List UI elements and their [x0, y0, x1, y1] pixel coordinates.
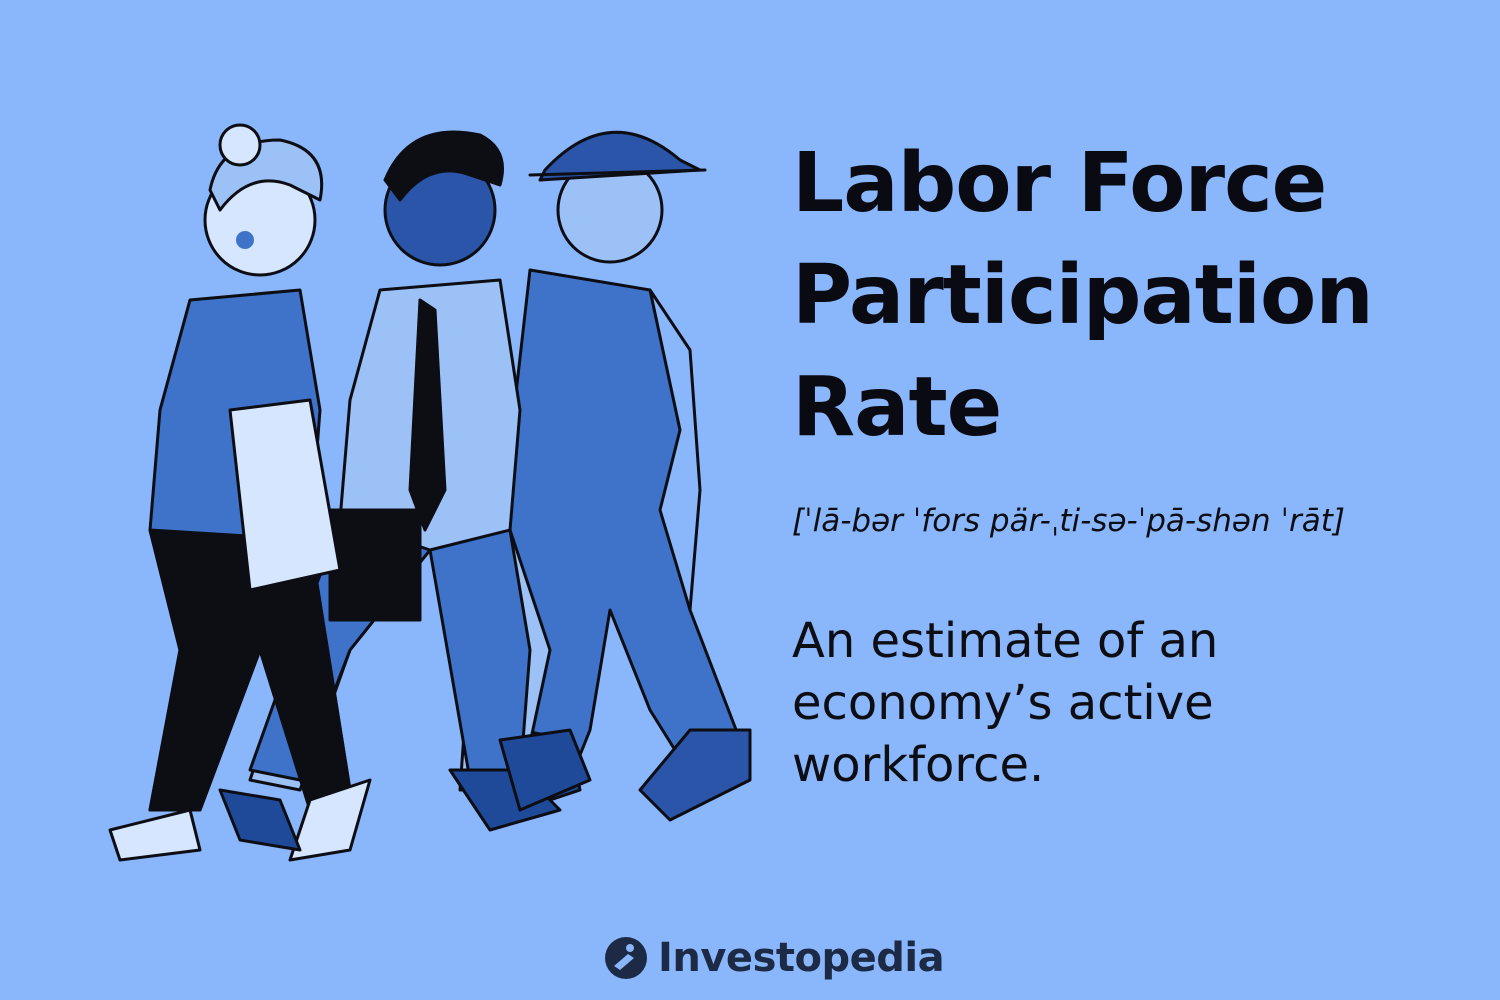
title-line-2: Participation: [792, 248, 1374, 343]
definition-line-2: economy’s active: [792, 675, 1214, 731]
title-line-3: Rate: [792, 360, 1002, 455]
investopedia-logo-icon: [605, 937, 647, 979]
definition-text: An estimate of an economy’s active workf…: [792, 610, 1432, 796]
three-workers-illustration: [108, 123, 752, 862]
definition-line-3: workforce.: [792, 737, 1045, 793]
brand-name: Investopedia: [658, 935, 945, 981]
pronunciation-text: [ˈlā-bər ˈfors pär-ˌti-sə-ˈpā-shən ˈrāt]: [792, 503, 1345, 539]
page-title: Labor Force Participation Rate: [792, 128, 1472, 464]
brand-footer: Investopedia: [604, 930, 945, 986]
worker-office-figure: [248, 130, 592, 832]
worker-tote-figure: [108, 123, 372, 862]
definition-line-1: An estimate of an: [792, 613, 1219, 669]
title-line-1: Labor Force: [792, 136, 1327, 231]
